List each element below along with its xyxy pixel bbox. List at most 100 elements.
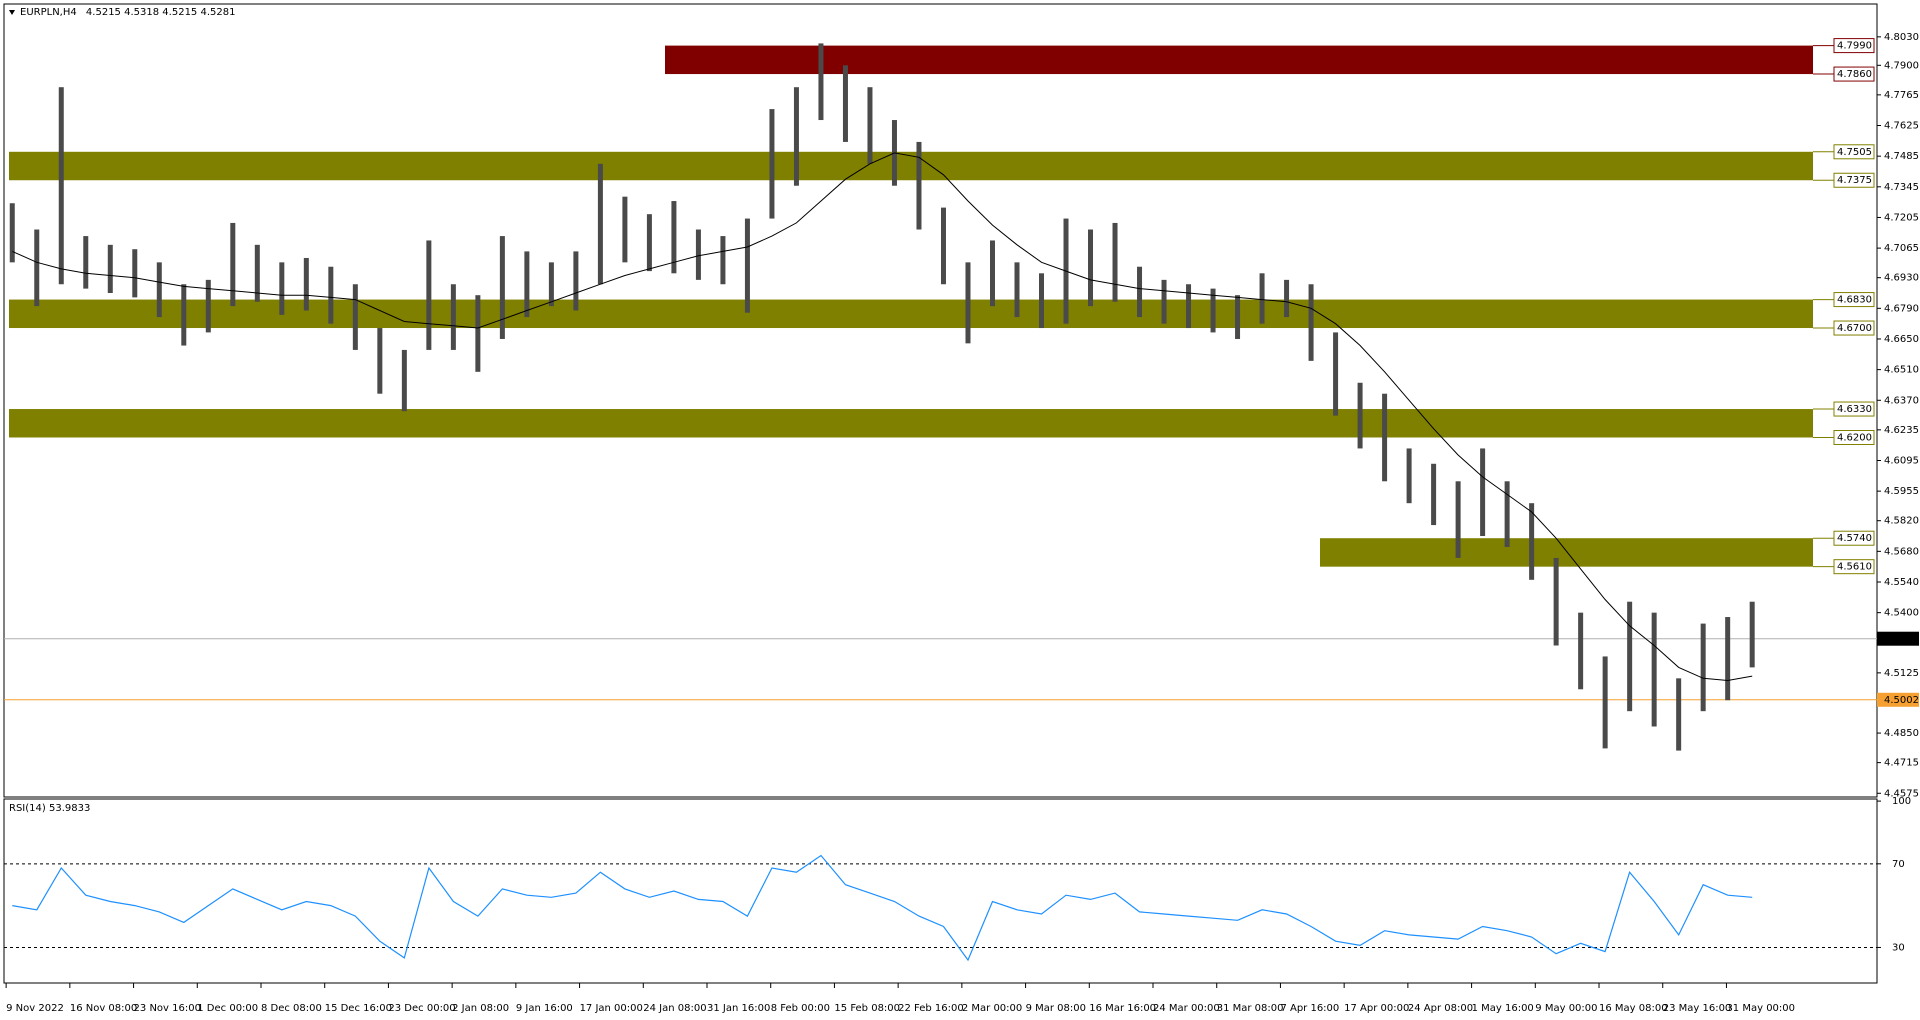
y-tick-label: 4.6650 — [1884, 334, 1919, 345]
x-tick-label: 9 May 00:00 — [1535, 1003, 1597, 1014]
price-bar — [793, 87, 799, 186]
x-tick-label: 24 Apr 08:00 — [1408, 1003, 1473, 1014]
price-bar — [720, 236, 726, 285]
x-tick-label: 9 Jan 16:00 — [516, 1003, 573, 1014]
y-tick-label: 100 — [1892, 796, 1911, 807]
price-bar — [34, 229, 40, 307]
price-bar — [744, 218, 750, 313]
zone-tag-label: 4.6330 — [1837, 404, 1872, 415]
price-bar — [1578, 612, 1584, 690]
zone-tag-label: 4.7505 — [1837, 147, 1872, 158]
y-tick-label: 4.4850 — [1884, 728, 1919, 739]
price-bar — [597, 163, 603, 285]
zone-tag-label: 4.5610 — [1837, 562, 1872, 573]
price-bar — [450, 284, 456, 350]
price-bar — [1161, 279, 1167, 324]
price-bar — [1039, 273, 1045, 329]
x-tick-label: 1 Dec 00:00 — [197, 1003, 258, 1014]
price-bar — [156, 262, 162, 318]
price-bar — [475, 295, 481, 372]
price-bar — [1210, 288, 1216, 333]
x-tick-label: 15 Feb 08:00 — [834, 1003, 900, 1014]
moving-average — [12, 152, 1753, 682]
price-bar — [1235, 295, 1241, 339]
y-tick-label: 4.6930 — [1884, 273, 1919, 284]
price-bar — [965, 262, 971, 344]
zone-tag — [1833, 559, 1875, 575]
price-bar — [1676, 678, 1682, 751]
y-tick-label: 4.4715 — [1884, 758, 1919, 769]
zone-tag-label: 4.7375 — [1837, 175, 1872, 186]
y-tick-label: 4.4575 — [1884, 788, 1919, 799]
x-tick-label: 9 Nov 2022 — [6, 1003, 64, 1014]
chart-title: EURPLN,H4 4.5215 4.5318 4.5215 4.5281 — [20, 7, 235, 18]
quote-close: 4.5281 — [200, 7, 235, 18]
y-tick-label: 4.5955 — [1884, 486, 1919, 497]
price-bar — [1382, 393, 1388, 482]
x-tick-label: 24 Jan 08:00 — [643, 1003, 706, 1014]
quote-low: 4.5215 — [162, 7, 197, 18]
x-tick-label: 31 May 00:00 — [1726, 1003, 1795, 1014]
x-tick-label: 31 Jan 16:00 — [707, 1003, 770, 1014]
price-bar — [1112, 222, 1118, 302]
zone — [1320, 538, 1813, 567]
y-tick-label: 4.5680 — [1884, 546, 1919, 557]
price-bar — [1480, 448, 1486, 537]
x-tick-label: 24 Mar 00:00 — [1153, 1003, 1220, 1014]
rsi-name: RSI(14) — [9, 803, 46, 814]
price-tag-label: 4.5281 — [1884, 634, 1919, 645]
zone — [9, 409, 1813, 438]
y-tick-label: 4.5400 — [1884, 608, 1919, 619]
price-bar — [205, 279, 211, 333]
price-bar — [230, 222, 236, 307]
price-bar — [107, 244, 113, 294]
x-tick-label: 16 Mar 16:00 — [1089, 1003, 1156, 1014]
price-bar — [1651, 612, 1657, 727]
zone-tag-label: 4.5740 — [1837, 533, 1872, 544]
x-tick-label: 23 May 16:00 — [1663, 1003, 1732, 1014]
y-tick-label: 70 — [1892, 859, 1905, 870]
price-bar — [1627, 601, 1633, 712]
price-bar — [940, 207, 946, 285]
price-bar — [1700, 623, 1706, 712]
y-tick-label: 4.5820 — [1884, 516, 1919, 527]
zone-tag — [1833, 292, 1875, 308]
zone — [9, 151, 1813, 181]
zone-tag — [1833, 320, 1875, 336]
x-tick-label: 1 May 16:00 — [1472, 1003, 1534, 1014]
price-bar — [1529, 503, 1535, 580]
y-tick-label: 4.7345 — [1884, 182, 1919, 193]
menu-arrow[interactable] — [9, 10, 15, 15]
symbol: EURPLN,H4 — [20, 7, 77, 18]
price-bar — [646, 214, 652, 272]
rsi-line — [12, 854, 1753, 962]
x-tick-label: 16 Nov 08:00 — [70, 1003, 137, 1014]
price-bar — [1749, 601, 1755, 668]
zone-tag-label: 4.7990 — [1837, 41, 1872, 52]
x-tick-label: 9 Mar 08:00 — [1026, 1003, 1086, 1014]
zone-tag — [1833, 66, 1875, 82]
zone-tag — [1833, 38, 1875, 54]
price-bar — [769, 109, 775, 219]
zone-tag — [1833, 430, 1875, 446]
price-bar — [818, 43, 824, 121]
price-bar — [279, 262, 285, 315]
price-bar — [328, 266, 334, 324]
y-tick-label: 4.5125 — [1884, 668, 1919, 679]
x-tick-label: 31 Mar 08:00 — [1217, 1003, 1284, 1014]
y-tick-label: 4.7900 — [1884, 60, 1919, 71]
y-tick-label: 4.6370 — [1884, 395, 1919, 406]
price-bar — [867, 87, 873, 164]
price-bar — [1406, 448, 1412, 504]
price-bar — [1725, 617, 1731, 701]
zone-tag — [1833, 401, 1875, 417]
zone — [665, 45, 1813, 75]
x-tick-label: 17 Jan 00:00 — [580, 1003, 643, 1014]
price-bar — [695, 229, 701, 280]
rsi-last: 53.9833 — [49, 803, 90, 814]
price-bar — [622, 196, 628, 263]
price-bar — [426, 240, 432, 350]
quote-open: 4.5215 — [86, 7, 121, 18]
price-bar — [842, 65, 848, 142]
y-tick-label: 30 — [1892, 942, 1905, 953]
